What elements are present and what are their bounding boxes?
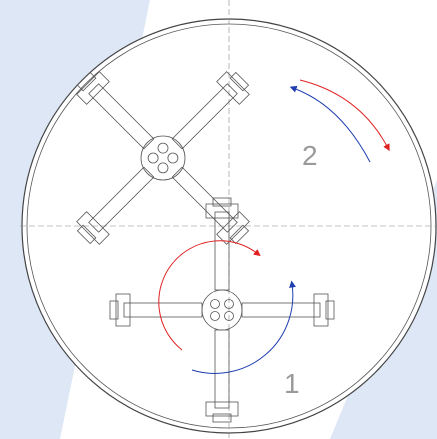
label: 2 bbox=[302, 140, 318, 171]
page: {"labels": [{"text": "2"}, {"text": "1"}… bbox=[0, 0, 437, 439]
label: 1 bbox=[284, 368, 300, 399]
diagram: 2 1 bbox=[0, 0, 437, 439]
